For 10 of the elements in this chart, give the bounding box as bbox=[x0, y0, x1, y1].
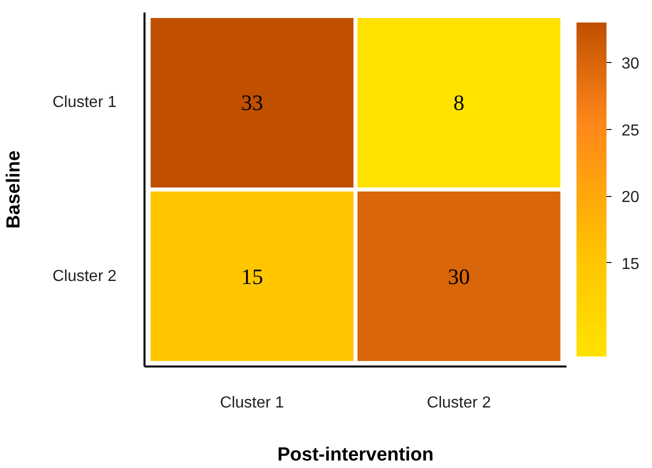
data-label: 15 bbox=[241, 264, 264, 289]
color-bar-label: 15 bbox=[622, 256, 640, 273]
color-bar-label: 25 bbox=[622, 122, 640, 140]
x-axis-title: Post-intervention bbox=[277, 444, 434, 466]
color-bar-label: 20 bbox=[622, 189, 640, 206]
data-label: 30 bbox=[448, 264, 470, 289]
data-label: 33 bbox=[241, 90, 264, 116]
color-bar-label: 30 bbox=[622, 56, 640, 73]
y-axis-title: Baseline bbox=[3, 150, 24, 229]
data-label: 8 bbox=[453, 90, 464, 116]
